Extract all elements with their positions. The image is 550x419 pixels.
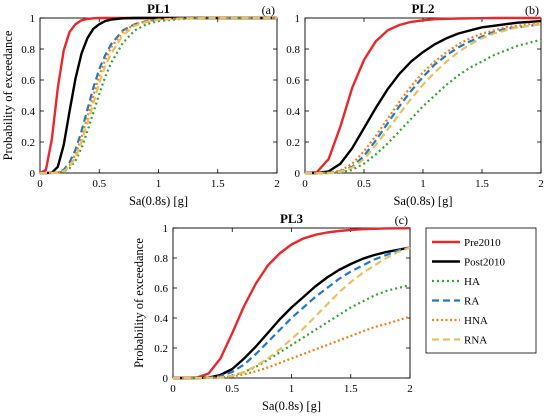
y-tick-label: 1 <box>295 13 301 25</box>
x-tick-label: 2 <box>538 178 544 190</box>
legend: Pre2010 Post2010 HA RA HNA RNA <box>425 227 537 354</box>
y-tick-label: 0.8 <box>286 44 300 56</box>
series-line-rna <box>173 246 411 380</box>
y-tick-label: 1 <box>163 223 169 235</box>
x-axis-label: Sa(0.8s) [g] <box>129 194 188 208</box>
series-line-post2010 <box>305 19 542 175</box>
legend-label-hna: HNA <box>464 315 488 327</box>
plot-frame <box>39 17 278 174</box>
y-tick-label: 0 <box>295 168 301 180</box>
plot-frame <box>304 17 542 174</box>
legend-box <box>425 227 537 354</box>
y-tick-label: 0.2 <box>154 343 168 355</box>
x-tick-label: 1 <box>289 383 295 395</box>
series-line-hna <box>40 16 277 175</box>
plot-frame <box>172 227 411 379</box>
panel-tag: (b) <box>525 3 539 17</box>
y-tick-label: 0 <box>163 373 169 385</box>
series-line-pre2010 <box>173 227 411 380</box>
y-tick-label: 0 <box>30 168 36 180</box>
series-line-pre2010 <box>304 16 541 175</box>
y-tick-label: 0.6 <box>154 283 168 295</box>
panel-tag: (c) <box>395 213 408 227</box>
y-tick-label: 0.4 <box>286 106 300 118</box>
x-tick-label: 0 <box>37 178 43 190</box>
x-tick-label: 0.5 <box>92 178 106 190</box>
y-tick-label: 0.2 <box>286 137 300 149</box>
x-tick-label: 0.5 <box>357 178 371 190</box>
x-tick-label: 1.5 <box>211 178 225 190</box>
x-tick-label: 2 <box>274 178 280 190</box>
y-axis-label: Probability of exceedance <box>1 30 15 160</box>
y-tick-label: 0.8 <box>21 44 35 56</box>
legend-label-pre2010: Pre2010 <box>464 237 501 249</box>
panel-title: PL2 <box>411 1 434 16</box>
series-line-ha <box>40 16 277 175</box>
x-tick-label: 1 <box>420 178 426 190</box>
x-tick-label: 1.5 <box>475 178 489 190</box>
legend-label-ha: HA <box>464 276 480 288</box>
panel-title: PL3 <box>280 211 304 226</box>
y-tick-label: 0.6 <box>21 75 35 87</box>
y-tick-label: 0.8 <box>154 253 168 265</box>
panel-pl1: 0 0.5 1 1.5 2 0 0.2 0.4 0.6 0.8 1 PL1 (a) Sa(0.8s) [g… <box>1 1 280 208</box>
x-axis-label: Sa(0.8s) [g] <box>262 399 321 413</box>
y-tick-label: 0.4 <box>154 313 168 325</box>
legend-label-ra: RA <box>464 296 479 308</box>
y-tick-label: 0.2 <box>21 137 35 149</box>
x-tick-label: 1.5 <box>344 383 358 395</box>
series-line-ha <box>173 283 411 380</box>
x-tick-label: 0 <box>302 178 308 190</box>
panel-title: PL1 <box>147 1 170 16</box>
y-tick-label: 0.6 <box>286 75 300 87</box>
legend-label-rna: RNA <box>464 335 487 347</box>
x-tick-label: 0 <box>170 383 176 395</box>
x-tick-label: 1 <box>156 178 162 190</box>
x-tick-label: 2 <box>407 383 413 395</box>
panel-pl3: 0 0.5 1 1.5 2 0 0.2 0.4 0.6 0.8 1 PL3 (c) Sa(0.8s) [g… <box>132 211 413 413</box>
y-tick-label: 1 <box>30 13 36 25</box>
panel-tag: (a) <box>262 3 275 17</box>
series-line-hna <box>305 21 542 175</box>
y-tick-label: 0.4 <box>21 106 35 118</box>
series-line-rna <box>305 23 542 175</box>
panel-pl2: 0 0.5 1 1.5 2 0 0.2 0.4 0.6 0.8 1 PL2 (b) Sa(0.8s) [g… <box>286 1 544 208</box>
y-axis-label: Probability of exceedance <box>132 238 146 368</box>
legend-label-post2010: Post2010 <box>464 257 505 269</box>
x-axis-label: Sa(0.8s) [g] <box>393 194 452 208</box>
x-tick-label: 0.5 <box>225 383 239 395</box>
